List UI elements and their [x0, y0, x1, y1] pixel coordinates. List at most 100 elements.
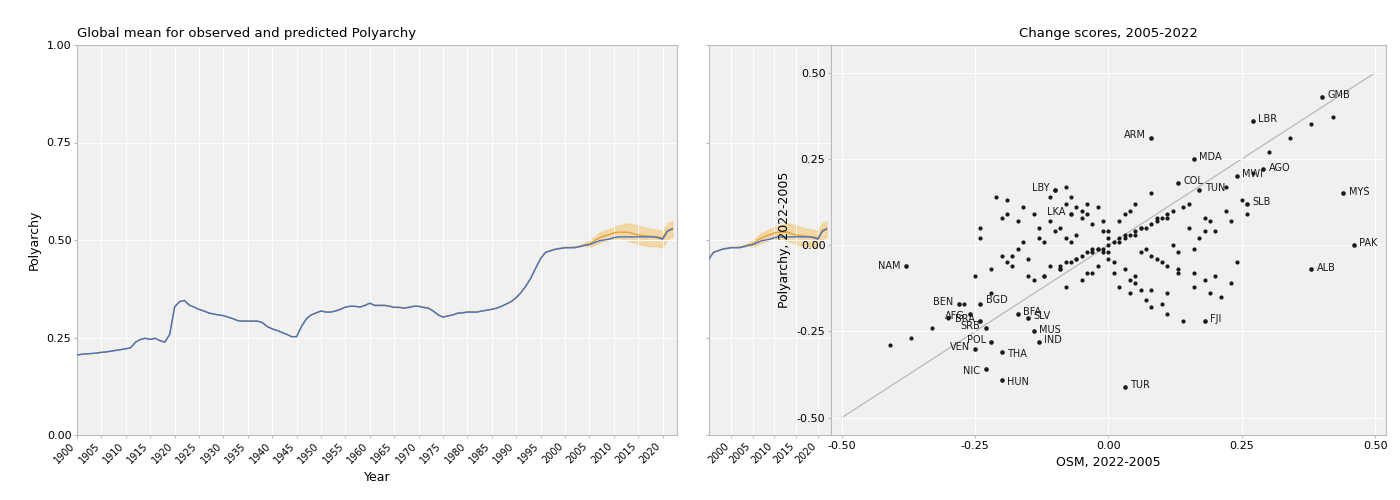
Point — [1219, 279, 1242, 287]
Point — [1028, 234, 1050, 242]
Point — [1172, 203, 1194, 211]
Point — [963, 272, 986, 280]
Point — [974, 366, 997, 374]
Text: AGO: AGO — [1268, 162, 1291, 172]
Point — [1166, 179, 1189, 187]
Point — [1071, 206, 1093, 214]
Point — [1156, 262, 1179, 270]
Point — [1119, 231, 1141, 239]
Point — [1022, 276, 1044, 283]
Point — [1071, 252, 1093, 260]
Point — [1198, 217, 1221, 225]
Point — [1156, 290, 1179, 298]
Point — [1130, 224, 1152, 232]
Point — [1060, 258, 1082, 266]
Point — [1231, 196, 1253, 204]
Point — [1081, 244, 1103, 252]
Point — [991, 348, 1014, 356]
Point — [1124, 231, 1147, 239]
Text: HUN: HUN — [1007, 376, 1029, 386]
Point — [1107, 234, 1130, 242]
Y-axis label: Polyarchy: Polyarchy — [28, 210, 41, 270]
Text: TUR: TUR — [1130, 380, 1149, 390]
Point — [1049, 266, 1071, 274]
Point — [1119, 290, 1141, 298]
Point — [1107, 282, 1130, 290]
Point — [1092, 217, 1114, 225]
Text: FJI: FJI — [1210, 314, 1221, 324]
Point — [1081, 269, 1103, 277]
Point — [1039, 217, 1061, 225]
Point — [1044, 228, 1067, 235]
Text: PAK: PAK — [1359, 238, 1378, 248]
Point — [1156, 214, 1179, 222]
Point — [1210, 293, 1232, 301]
Point — [1086, 203, 1109, 211]
Point — [1193, 317, 1215, 325]
Text: BFA: BFA — [1023, 308, 1042, 318]
Point — [1018, 314, 1040, 322]
Point — [1054, 182, 1077, 190]
Point — [1145, 217, 1168, 225]
Point — [953, 300, 976, 308]
Point — [1124, 228, 1147, 235]
Point — [1193, 228, 1215, 235]
Point — [1054, 282, 1077, 290]
Point — [1172, 317, 1194, 325]
Text: LBY: LBY — [1032, 183, 1050, 193]
Point — [1301, 120, 1323, 128]
Point — [1177, 224, 1200, 232]
Point — [1130, 286, 1152, 294]
Point — [1113, 231, 1135, 239]
Point — [1049, 224, 1071, 232]
Point — [1343, 241, 1365, 249]
Point — [1086, 262, 1109, 270]
Point — [1039, 193, 1061, 201]
Y-axis label: Polyarchy, 2022-2005: Polyarchy, 2022-2005 — [778, 172, 791, 308]
Point — [1077, 269, 1099, 277]
Point — [1098, 255, 1120, 263]
Point — [1001, 252, 1023, 260]
Point — [1012, 203, 1035, 211]
Point — [991, 252, 1014, 260]
Point — [1044, 186, 1067, 194]
Point — [1113, 266, 1135, 274]
Point — [1219, 217, 1242, 225]
Point — [1140, 134, 1162, 142]
Point — [1086, 244, 1109, 252]
Point — [1183, 269, 1205, 277]
Point — [1166, 266, 1189, 274]
Point — [1156, 310, 1179, 318]
Point — [1044, 186, 1067, 194]
Point — [1039, 262, 1061, 270]
Point — [1204, 272, 1226, 280]
Text: COL: COL — [1183, 176, 1203, 186]
Point — [1193, 214, 1215, 222]
Point — [1177, 200, 1200, 208]
Text: SLV: SLV — [1033, 311, 1051, 321]
Point — [995, 210, 1018, 218]
Point — [1107, 238, 1130, 246]
Point — [1077, 210, 1099, 218]
Point — [1140, 220, 1162, 228]
X-axis label: OSM, 2022-2005: OSM, 2022-2005 — [1056, 456, 1161, 469]
Point — [1092, 244, 1114, 252]
Point — [1242, 168, 1264, 176]
Point — [1001, 262, 1023, 270]
Point — [1193, 276, 1215, 283]
Point — [1018, 255, 1040, 263]
Point — [1007, 217, 1029, 225]
Point — [963, 344, 986, 352]
Text: THA: THA — [1007, 349, 1028, 359]
Point — [1183, 282, 1205, 290]
Point — [1145, 214, 1168, 222]
Point — [1060, 210, 1082, 218]
Point — [1065, 203, 1088, 211]
Text: LKA: LKA — [1047, 208, 1065, 218]
Text: BRA: BRA — [955, 314, 974, 324]
Point — [900, 334, 923, 342]
Text: GMB: GMB — [1327, 90, 1350, 100]
Point — [1103, 238, 1126, 246]
Point — [1130, 224, 1152, 232]
Point — [1140, 304, 1162, 312]
